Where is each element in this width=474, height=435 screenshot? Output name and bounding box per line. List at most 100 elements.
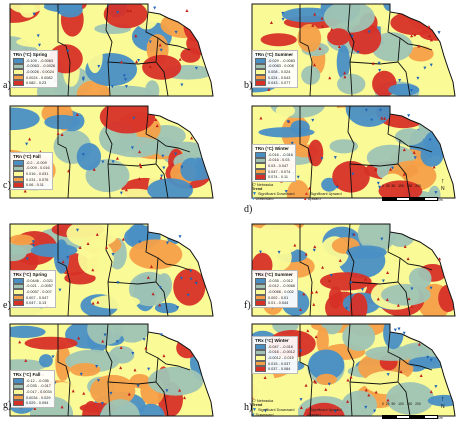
legend-row: 0.024 - 0.043	[255, 74, 295, 81]
trend-zone	[10, 325, 46, 338]
station-downward-icon	[333, 156, 337, 160]
station-downward-icon	[423, 66, 427, 70]
station-upward-icon	[101, 339, 105, 343]
station-downward-icon	[437, 31, 441, 35]
legend-row: 0.008 - 0.024	[255, 69, 295, 75]
trend-zone	[10, 359, 47, 372]
legend-swatch	[255, 343, 266, 350]
station-upward-icon	[24, 358, 28, 362]
legend-swatch	[255, 74, 266, 81]
station-upward-icon	[91, 301, 95, 305]
station-downward-icon	[429, 358, 433, 362]
station-upward-icon	[320, 16, 324, 20]
station-downward-icon	[327, 382, 331, 386]
down-icon: ▾	[252, 412, 255, 418]
station-downward-icon	[429, 63, 433, 67]
station-downward-icon	[277, 250, 281, 254]
station-upward-icon	[121, 237, 125, 241]
legend-class-label: -0.016 - -0.0012	[268, 350, 296, 355]
basin-boundary	[387, 11, 433, 51]
trend-item: Downward	[255, 413, 274, 417]
basin-boundary	[299, 106, 313, 199]
legend-row: -0.035 - -0.017	[13, 383, 52, 390]
station-upward-icon	[144, 346, 148, 350]
trend-zone	[329, 139, 359, 154]
legend-row: -0.029 - -0.0083	[255, 57, 295, 64]
station-downward-icon	[159, 333, 163, 337]
station-downward-icon	[381, 279, 385, 283]
legend-row: -0.109 - -0.0063	[13, 57, 55, 64]
trend-zone	[320, 272, 372, 291]
legend-row: 0.037 - 0.084	[255, 366, 295, 373]
basin-boundary	[397, 257, 411, 317]
legend-title: TRn (°C) Winter	[255, 146, 289, 151]
trend-zone	[260, 33, 297, 47]
trend-zone	[90, 294, 140, 309]
station-downward-icon	[380, 237, 384, 241]
legend-class-label: -0.109 - -0.0063	[26, 58, 54, 63]
station-upward-icon	[419, 374, 423, 378]
station-upward-icon	[349, 375, 353, 379]
station-downward-icon	[165, 241, 169, 245]
trend-zone	[327, 28, 350, 46]
legend-swatch	[13, 69, 24, 75]
station-downward-icon	[147, 367, 151, 371]
station-downward-icon	[364, 108, 368, 112]
station-upward-icon	[302, 292, 306, 296]
legend-swatch	[255, 63, 266, 70]
legend-swatch	[255, 80, 266, 87]
station-downward-icon	[426, 355, 430, 359]
station-downward-icon	[179, 276, 183, 280]
legend-swatch	[13, 57, 24, 64]
legend-f: TRx (°C) Summer -0.035 - -0.012 -0.012 - …	[252, 270, 299, 308]
trend-region-label: Nebraska	[256, 399, 274, 403]
legend-swatch	[13, 300, 24, 307]
station-upward-icon	[33, 406, 37, 410]
map-panel-h: TRx (°C) Winter -0.047 - -0.016 -0.016 - …	[250, 322, 456, 420]
station-downward-icon	[391, 166, 395, 170]
legend-swatch	[13, 74, 24, 81]
station-upward-icon	[438, 257, 442, 261]
station-downward-icon	[429, 286, 433, 290]
legend-swatch	[13, 277, 24, 284]
station-upward-icon	[338, 258, 342, 262]
state-outline	[9, 223, 214, 317]
legend-class-label: -0.2 - -0.009	[26, 160, 47, 165]
legend-class-label: -0.12 - -0.035	[26, 378, 49, 383]
station-downward-icon	[329, 273, 333, 277]
legend-class-label: 0.03 - 0.047	[268, 163, 289, 168]
station-downward-icon	[81, 78, 85, 82]
station-upward-icon	[429, 390, 433, 394]
legend-row: -0.0083 - 0.008	[255, 63, 295, 70]
panel-label-f: f)	[244, 300, 251, 311]
station-upward-icon	[407, 297, 411, 301]
trend-zone	[167, 85, 213, 96]
basin-boundary	[347, 3, 355, 97]
trend-zone	[275, 106, 296, 118]
trend-item: Downward	[255, 197, 274, 201]
trend-zone	[272, 324, 299, 335]
trend-zone	[145, 80, 160, 96]
trend-zone	[346, 245, 387, 260]
legend-class-label: 0.01 - 0.044	[268, 301, 289, 306]
legend-title: TRx (°C) Summer	[255, 272, 293, 277]
station-upward-icon	[386, 398, 390, 402]
trend-zone	[342, 324, 376, 351]
station-downward-icon	[259, 250, 263, 254]
station-upward-icon	[269, 20, 273, 24]
nebraska-map-c	[9, 105, 214, 199]
trend-item: Significant Downward	[258, 192, 295, 196]
station-upward-icon	[82, 391, 86, 395]
legend-row: 0.043 - 0.077	[255, 80, 295, 87]
station-upward-icon	[135, 60, 139, 64]
station-upward-icon	[337, 44, 341, 48]
station-upward-icon	[376, 297, 380, 301]
station-upward-icon	[267, 87, 271, 91]
station-downward-icon	[410, 287, 414, 291]
station-downward-icon	[165, 389, 169, 393]
legend-class-label: -0.047 - -0.016	[268, 344, 293, 349]
station-downward-icon	[142, 338, 146, 342]
station-downward-icon	[364, 405, 368, 409]
station-downward-icon	[100, 402, 104, 406]
legend-class-label: 0.008 - 0.024	[268, 69, 291, 74]
